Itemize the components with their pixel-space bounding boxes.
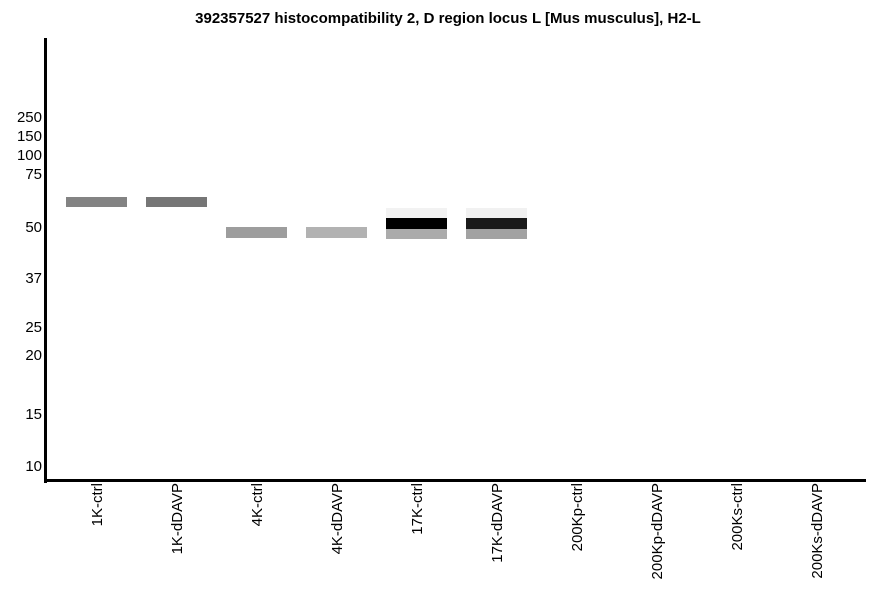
blot-band bbox=[466, 229, 527, 239]
y-axis-line bbox=[44, 38, 47, 483]
y-tick-label: 25 bbox=[25, 319, 42, 336]
y-tick-label: 150 bbox=[16, 128, 42, 145]
x-tick-label: 200Kp-ctrl bbox=[569, 483, 586, 552]
x-tick-label: 200Ks-dDAVP bbox=[809, 483, 826, 579]
y-tick-label: 250 bbox=[16, 109, 42, 126]
y-tick-label: 37 bbox=[25, 270, 42, 287]
blot-band bbox=[306, 227, 367, 238]
blot-band bbox=[226, 227, 287, 238]
x-tick-label: 200Kp-dDAVP bbox=[649, 483, 666, 580]
blot-band bbox=[466, 208, 527, 218]
y-tick-label: 100 bbox=[16, 147, 42, 164]
x-tick-label: 4K-ctrl bbox=[249, 483, 266, 527]
x-tick-label: 1K-ctrl bbox=[89, 483, 106, 527]
y-tick-label: 20 bbox=[25, 347, 42, 364]
x-axis-line bbox=[44, 479, 866, 482]
blot-band bbox=[466, 218, 527, 229]
x-tick-label: 200Ks-ctrl bbox=[729, 483, 746, 551]
y-tick-label: 15 bbox=[25, 406, 42, 423]
blot-band bbox=[386, 229, 447, 239]
blot-band bbox=[386, 218, 447, 229]
blot-band bbox=[146, 197, 207, 207]
chart-title: 392357527 histocompatibility 2, D region… bbox=[195, 10, 701, 27]
x-tick-label: 17K-dDAVP bbox=[489, 483, 506, 563]
x-tick-label: 4K-dDAVP bbox=[329, 483, 346, 555]
x-tick-label: 1K-dDAVP bbox=[169, 483, 186, 555]
blot-band bbox=[66, 197, 127, 207]
y-tick-label: 10 bbox=[25, 458, 42, 475]
x-tick-label: 17K-ctrl bbox=[409, 483, 426, 535]
y-tick-label: 75 bbox=[25, 166, 42, 183]
blot-band bbox=[386, 208, 447, 218]
y-tick-label: 50 bbox=[25, 219, 42, 236]
